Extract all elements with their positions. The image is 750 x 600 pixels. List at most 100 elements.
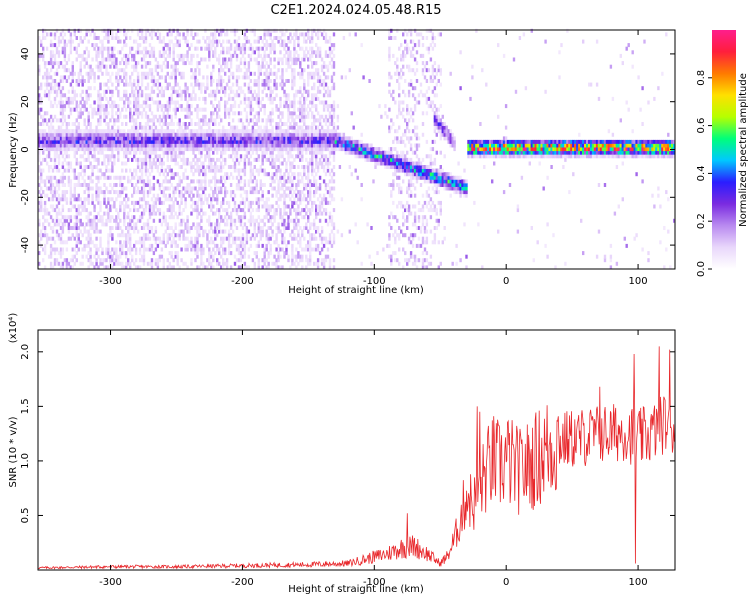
heatmap-cell bbox=[190, 190, 193, 195]
heatmap-cell bbox=[123, 71, 126, 76]
heatmap-cell bbox=[279, 139, 282, 144]
heatmap-cell bbox=[231, 175, 235, 180]
heatmap-cell bbox=[275, 107, 278, 112]
heatmap-cell bbox=[265, 211, 268, 216]
heatmap-cell bbox=[222, 157, 225, 162]
heatmap-cell bbox=[261, 82, 264, 87]
heatmap-cell bbox=[277, 143, 280, 148]
heatmap-cell bbox=[43, 82, 47, 87]
heatmap-cell bbox=[222, 143, 225, 148]
heatmap-cell bbox=[322, 197, 326, 202]
heatmap-cell bbox=[293, 208, 296, 213]
heatmap-cell bbox=[285, 129, 288, 134]
heatmap-cell bbox=[218, 32, 221, 37]
heatmap-cell bbox=[184, 82, 187, 87]
heatmap-cell bbox=[148, 179, 152, 184]
heatmap-cell bbox=[81, 154, 84, 159]
heatmap-cell bbox=[138, 139, 142, 144]
heatmap-cell bbox=[273, 64, 276, 69]
heatmap-cell bbox=[133, 129, 136, 134]
heatmap-cell bbox=[190, 186, 193, 191]
heatmap-cell bbox=[160, 254, 164, 259]
heatmap-cell bbox=[154, 79, 158, 83]
heatmap-cell bbox=[186, 111, 189, 116]
heatmap-cell bbox=[178, 139, 181, 144]
heatmap-cell bbox=[249, 86, 253, 91]
heatmap-cell bbox=[129, 147, 132, 152]
heatmap-cell bbox=[229, 64, 233, 69]
heatmap-cell bbox=[245, 150, 249, 155]
heatmap-cell bbox=[174, 186, 177, 191]
heatmap-cell bbox=[318, 75, 322, 80]
heatmap-cell bbox=[224, 193, 227, 198]
heatmap-cell bbox=[162, 265, 165, 270]
heatmap-cell bbox=[309, 233, 312, 238]
heatmap-cell bbox=[182, 186, 185, 191]
heatmap-cell bbox=[289, 218, 292, 223]
heatmap-cell bbox=[206, 46, 209, 51]
heatmap-cell bbox=[320, 258, 324, 263]
heatmap-cell bbox=[231, 125, 235, 130]
heatmap-cell bbox=[115, 111, 118, 116]
heatmap-cell bbox=[57, 168, 61, 173]
heatmap-cell bbox=[162, 136, 165, 141]
heatmap-cell bbox=[224, 222, 227, 227]
heatmap-cell bbox=[133, 200, 136, 205]
heatmap-cell bbox=[75, 150, 78, 155]
heatmap-cell bbox=[140, 172, 144, 177]
heatmap-cell bbox=[316, 161, 320, 166]
heatmap-cell bbox=[101, 129, 104, 134]
heatmap-cell bbox=[281, 218, 284, 223]
heatmap-cell bbox=[152, 139, 156, 144]
heatmap-cell bbox=[261, 197, 264, 202]
heatmap-cell bbox=[245, 71, 249, 76]
heatmap-cell bbox=[117, 82, 120, 87]
heatmap-cell bbox=[259, 218, 262, 223]
heatmap-cell bbox=[227, 68, 231, 73]
heatmap-cell bbox=[152, 143, 156, 148]
heatmap-cell bbox=[257, 125, 260, 130]
heatmap-cell bbox=[83, 147, 86, 152]
heatmap-cell bbox=[229, 222, 233, 227]
heatmap-cell bbox=[214, 39, 217, 44]
heatmap-cell bbox=[75, 175, 78, 180]
heatmap-cell bbox=[53, 89, 57, 94]
heatmap-cell bbox=[249, 186, 253, 191]
heatmap-cell bbox=[170, 96, 173, 101]
heatmap-cell bbox=[138, 28, 142, 33]
heatmap-cell bbox=[216, 132, 219, 137]
heatmap-cell bbox=[277, 204, 280, 209]
heatmap-cell bbox=[97, 247, 100, 252]
heatmap-cell bbox=[249, 222, 253, 227]
heatmap-cell bbox=[93, 136, 96, 141]
heatmap-cell bbox=[95, 57, 98, 62]
heatmap-cell bbox=[107, 39, 110, 44]
heatmap-cell bbox=[316, 168, 320, 173]
heatmap-cell bbox=[174, 100, 177, 105]
heatmap-cell bbox=[95, 132, 98, 137]
heatmap-cell bbox=[125, 200, 128, 205]
heatmap-cell bbox=[233, 143, 237, 148]
heatmap-cell bbox=[87, 211, 90, 216]
heatmap-cell bbox=[245, 236, 249, 241]
heatmap-cell bbox=[243, 139, 247, 144]
heatmap-cell bbox=[261, 143, 264, 148]
heatmap-cell bbox=[271, 107, 274, 112]
heatmap-cell bbox=[158, 208, 162, 213]
heatmap-cell bbox=[227, 46, 231, 51]
heatmap-cell bbox=[227, 75, 231, 80]
heatmap-cell bbox=[218, 79, 221, 83]
heatmap-cell bbox=[279, 254, 282, 259]
heatmap-cell bbox=[210, 93, 213, 98]
heatmap-cell bbox=[320, 240, 324, 245]
heatmap-cell bbox=[255, 93, 258, 98]
heatmap-cell bbox=[144, 36, 148, 40]
heatmap-cell bbox=[261, 218, 264, 223]
heatmap-cell bbox=[127, 157, 130, 162]
heatmap-cell bbox=[45, 143, 49, 148]
heatmap-cell bbox=[97, 254, 100, 259]
heatmap-cell bbox=[146, 122, 150, 126]
heatmap-cell bbox=[220, 200, 223, 205]
heatmap-cell bbox=[299, 100, 302, 105]
heatmap-cell bbox=[305, 53, 308, 58]
